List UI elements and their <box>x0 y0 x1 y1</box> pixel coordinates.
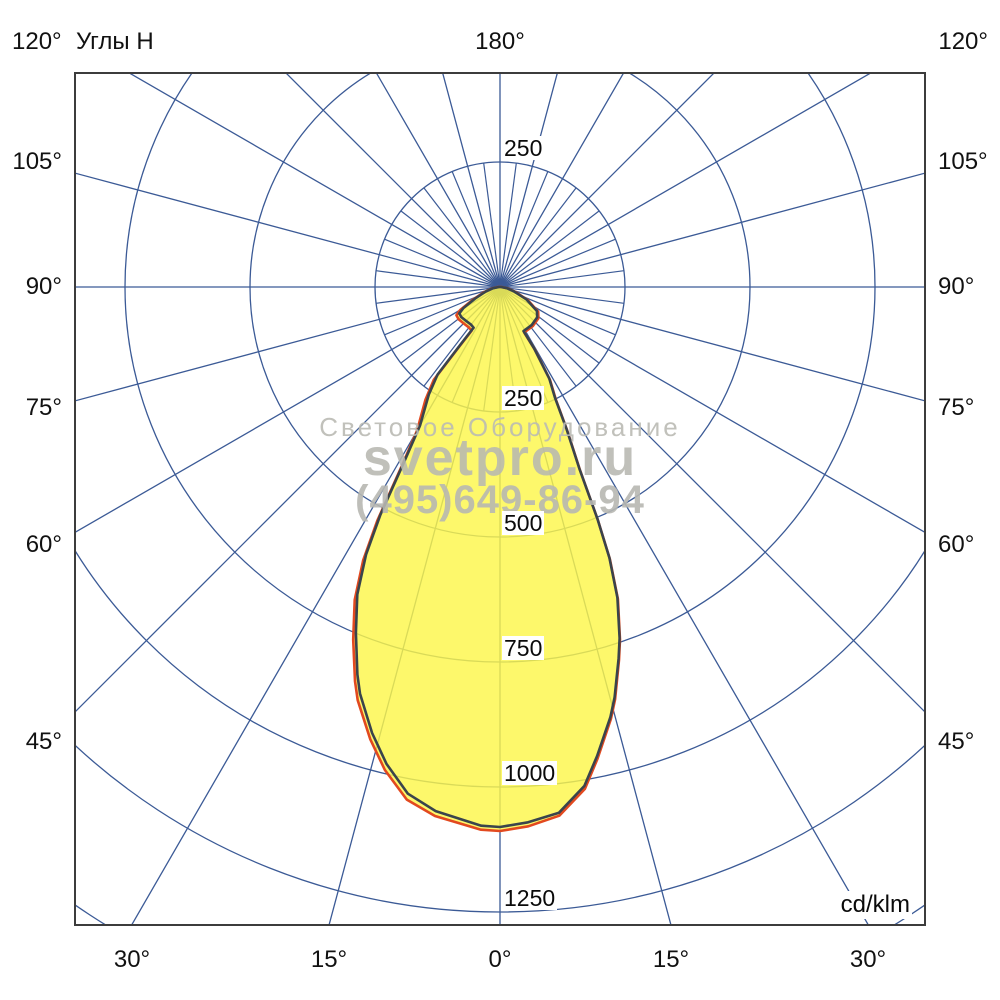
top-left-angle-label: 120° <box>12 28 62 55</box>
right-angle-label-0: 105° <box>938 148 988 175</box>
ring-value-label-4: 1000 <box>502 760 558 786</box>
ring-value-label-3: 750 <box>502 635 545 661</box>
ring-value-label-0: 250 <box>502 135 545 161</box>
top-center-angle-label: 180° <box>475 28 525 55</box>
intensity-curve-C0-C180 <box>351 285 622 833</box>
left-angle-label-4: 45° <box>25 728 62 755</box>
bottom-angle-label-1: 15° <box>310 946 348 973</box>
left-angle-label-0: 105° <box>12 148 62 175</box>
left-angle-label-3: 60° <box>25 531 62 558</box>
intensity-curve-C90-C270 <box>354 285 621 829</box>
ring-value-label-5: 1250 <box>502 885 558 911</box>
top-right-angle-label: 120° <box>938 28 988 55</box>
unit-label: cd/klm <box>758 891 912 919</box>
bottom-angle-label-4: 30° <box>849 946 887 973</box>
bottom-angle-label-3: 15° <box>652 946 690 973</box>
right-angle-label-1: 90° <box>938 273 975 300</box>
ring-value-label-2: 500 <box>502 510 545 536</box>
right-angle-label-3: 60° <box>938 531 975 558</box>
right-angle-label-4: 45° <box>938 728 975 755</box>
left-angle-label-2: 75° <box>25 394 62 421</box>
left-angle-label-1: 90° <box>25 273 62 300</box>
right-angle-label-2: 75° <box>938 394 975 421</box>
bottom-angle-label-2: 0° <box>488 946 512 973</box>
chart-title: Углы H <box>76 28 154 55</box>
ring-value-label-1: 250 <box>502 385 545 411</box>
bottom-angle-label-0: 30° <box>113 946 151 973</box>
